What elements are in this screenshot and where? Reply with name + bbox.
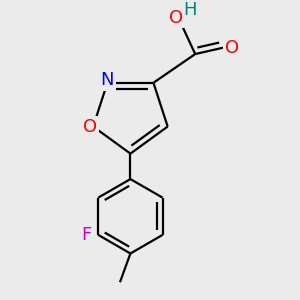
Text: N: N [100,71,114,89]
Text: O: O [83,118,98,136]
Text: F: F [81,226,92,244]
Text: O: O [169,8,183,26]
Text: O: O [225,38,239,56]
Text: H: H [183,1,197,19]
